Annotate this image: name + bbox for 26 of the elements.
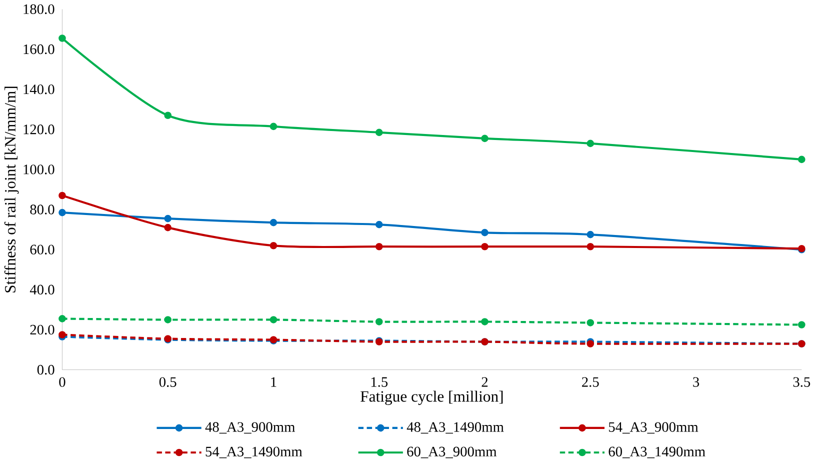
legend-label: 48_A3_1490mm (406, 422, 504, 434)
x-tick-label: 2.5 (582, 376, 599, 387)
y-tick-label: 20.0 (30, 324, 54, 334)
y-tick-label: 40.0 (30, 284, 54, 294)
x-tick-label: 3 (693, 376, 700, 387)
y-tick-label: 60.0 (30, 244, 54, 254)
y-tick-label: 0.0 (37, 364, 54, 374)
y-tick-label: 140.0 (24, 84, 54, 94)
y-tick-label: 120.0 (24, 124, 54, 134)
x-tick-label: 0 (59, 376, 66, 387)
y-tick-label: 100.0 (24, 164, 54, 174)
legend-label: 48_A3_900mm (205, 422, 295, 434)
x-tick-label: 1.5 (371, 376, 388, 387)
legend-label: 60_A3_900mm (407, 446, 497, 458)
y-axis-title: Stiffness of rail joint [kN/mm/m] (4, 86, 19, 292)
legend-label: 54_A3_1490mm (206, 446, 302, 458)
x-tick-label: 3.5 (793, 376, 810, 387)
x-axis-title: Fatigue cycle [million] (360, 390, 503, 405)
legend-label: 60_A3_1490mm (608, 446, 706, 458)
y-tick-label: 160.0 (24, 44, 54, 54)
x-tick-label: 0.5 (159, 376, 176, 387)
x-tick-label: 2 (482, 376, 488, 386)
y-tick-label: 180.0 (24, 4, 54, 14)
y-tick-label: 80.0 (30, 204, 54, 214)
x-tick-label: 1 (271, 376, 276, 386)
legend-label: 54_A3_900mm (609, 422, 698, 434)
